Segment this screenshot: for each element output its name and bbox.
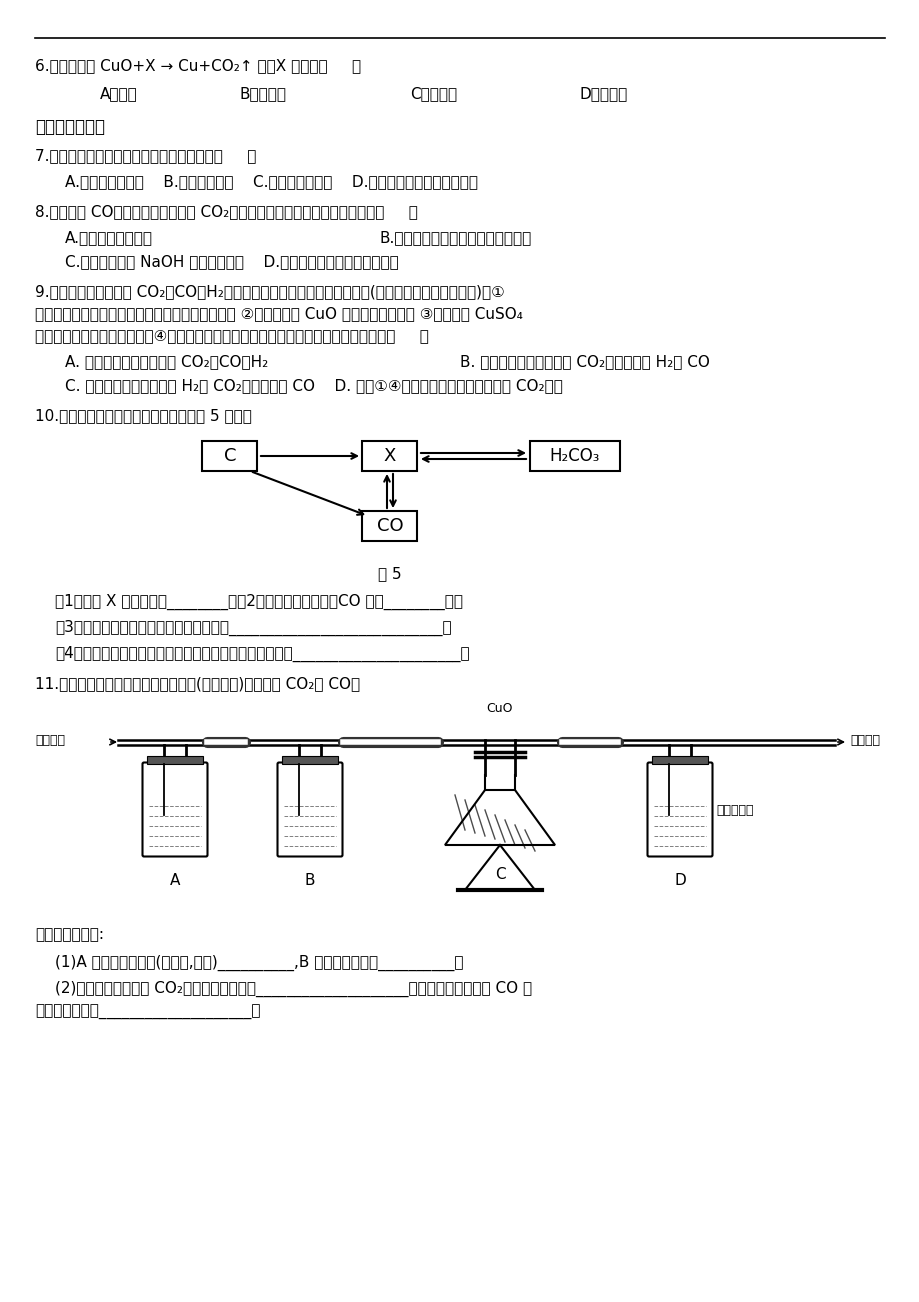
Polygon shape	[445, 790, 554, 845]
Bar	[529, 441, 619, 471]
Text: 【中考直通车】: 【中考直通车】	[35, 118, 105, 135]
Text: 9.某无色气体可能含有 CO₂、CO、H₂中的一种或几种，依次进行以下实验(假设每步反应均完全进行)：①: 9.某无色气体可能含有 CO₂、CO、H₂中的一种或几种，依次进行以下实验(假设…	[35, 284, 505, 299]
Text: D: D	[674, 874, 686, 888]
Text: 6.在化学反应 CuO+X → Cu+CO₂↑ 中，X 一定是（     ）: 6.在化学反应 CuO+X → Cu+CO₂↑ 中，X 一定是（ ）	[35, 59, 361, 73]
Text: B: B	[304, 874, 315, 888]
Text: D．还原剂: D．还原剂	[579, 86, 628, 102]
Text: B. 原混合气体中一定没有 CO₂，一定含有 H₂和 CO: B. 原混合气体中一定没有 CO₂，一定含有 H₂和 CO	[460, 354, 709, 368]
FancyBboxPatch shape	[647, 763, 711, 857]
Text: C: C	[223, 447, 236, 465]
Text: (2)证明原混合气体中 CO₂存在的实验现象是____________________；证明原混合气体中 CO 存: (2)证明原混合气体中 CO₂存在的实验现象是_________________…	[55, 980, 531, 997]
Text: 图 5: 图 5	[378, 566, 402, 581]
Text: C: C	[494, 867, 505, 881]
Text: CO: CO	[376, 517, 403, 535]
Bar	[362, 441, 417, 471]
Text: 请回答下列问题:: 请回答下列问题:	[35, 927, 104, 943]
Text: 7.关于一氧化碳和二氧化碳的说法正确的是（     ）: 7.关于一氧化碳和二氧化碳的说法正确的是（ ）	[35, 148, 256, 163]
Text: 尾气处理: 尾气处理	[849, 734, 879, 747]
Text: B．化合物: B．化合物	[240, 86, 287, 102]
Text: B.分别通入少量澄清石灰水，振荡。: B.分别通入少量澄清石灰水，振荡。	[380, 230, 532, 245]
Text: X: X	[383, 447, 396, 465]
Text: A.伸入燃着的木条。: A.伸入燃着的木条。	[65, 230, 153, 245]
FancyBboxPatch shape	[142, 763, 208, 857]
Bar	[147, 756, 203, 764]
Text: A．单质: A．单质	[100, 86, 138, 102]
Bar	[147, 799, 203, 852]
Text: (1)A 装置中的试剂是(写名称,下同)__________,B 装置中的试剂是__________；: (1)A 装置中的试剂是(写名称,下同)__________,B 装置中的试剂是…	[55, 954, 463, 971]
Text: 通过赤热的炭层后，恢复到原状态，气体体积不变 ②通过灼热的 CuO 时，固体变成红色 ③通过白色 CuSO₄: 通过赤热的炭层后，恢复到原状态，气体体积不变 ②通过灼热的 CuO 时，固体变成…	[35, 306, 522, 322]
Bar	[282, 799, 337, 852]
Text: 粉末时，粉末变成蓝色晶体；④通人澄清石灰水中，石灰水变浑浊。下列判断正确的是（     ）: 粉末时，粉末变成蓝色晶体；④通人澄清石灰水中，石灰水变浑浊。下列判断正确的是（ …	[35, 328, 428, 342]
Text: 11.下图所示装置可以验证某混合气体(无色无味)是否含有 CO₂和 CO。: 11.下图所示装置可以验证某混合气体(无色无味)是否含有 CO₂和 CO。	[35, 676, 359, 691]
Text: A. 原混合气体中一定含有 CO₂、CO、H₂: A. 原混合气体中一定含有 CO₂、CO、H₂	[65, 354, 268, 368]
Text: 混合气体: 混合气体	[35, 734, 65, 747]
Text: CuO: CuO	[486, 702, 513, 715]
Text: C.分别通入少量 NaOH 溶液，振荡。    D.分别通入少量稀硫酸，振荡。: C.分别通入少量 NaOH 溶液，振荡。 D.分别通入少量稀硫酸，振荡。	[65, 254, 398, 270]
Bar	[202, 441, 257, 471]
Text: H₂CO₃: H₂CO₃	[550, 447, 599, 465]
Text: 澄清石灰水: 澄清石灰水	[715, 803, 753, 816]
Text: （4）写出图中转化关系中属于化合反应的一个化学方程式______________________。: （4）写出图中转化关系中属于化合反应的一个化学方程式______________…	[55, 646, 469, 663]
Text: 10.碳和部分碳的化合物间转化关系如图 5 所示。: 10.碳和部分碳的化合物间转化关系如图 5 所示。	[35, 408, 252, 423]
Text: A.都是大气污染物    B.都能与水反应    C.都能还原氧化铜    D.都能通过碳与氧气反应制得: A.都是大气污染物 B.都能与水反应 C.都能还原氧化铜 D.都能通过碳与氧气反…	[65, 174, 478, 189]
Bar	[652, 799, 708, 852]
Text: 在的实验现象是____________________；: 在的实验现象是____________________；	[35, 1005, 260, 1019]
Bar	[362, 510, 417, 542]
Bar	[282, 756, 337, 764]
Text: C. 原混合气体中一定含有 H₂和 CO₂，可能含有 CO    D. 根据①④，可推断实验过程中一定有 CO₂生成: C. 原混合气体中一定含有 H₂和 CO₂，可能含有 CO D. 根据①④，可推…	[65, 378, 562, 393]
Text: 8.为了区别 CO（可能混有氧气）与 CO₂两瓶无色气体，下列方法中可行的是（     ）: 8.为了区别 CO（可能混有氧气）与 CO₂两瓶无色气体，下列方法中可行的是（ …	[35, 204, 417, 219]
Bar	[652, 756, 708, 764]
Text: A: A	[170, 874, 180, 888]
Text: （1）物质 X 的化学式为________。（2）在物质的分类中，CO 属于________物。: （1）物质 X 的化学式为________。（2）在物质的分类中，CO 属于__…	[55, 594, 462, 611]
Polygon shape	[464, 845, 535, 891]
Text: （3）从图中任选一种物质，它的一种用途____________________________。: （3）从图中任选一种物质，它的一种用途_____________________…	[55, 620, 451, 637]
FancyBboxPatch shape	[278, 763, 342, 857]
Text: C．氧化物: C．氧化物	[410, 86, 457, 102]
